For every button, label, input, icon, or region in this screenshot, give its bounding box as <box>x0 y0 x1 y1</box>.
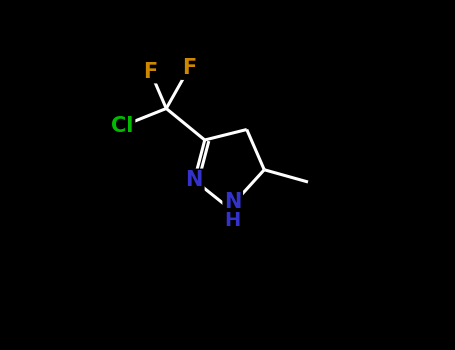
Text: F: F <box>143 62 157 82</box>
Text: N: N <box>224 192 242 212</box>
Text: N: N <box>186 170 203 190</box>
Text: F: F <box>182 58 196 78</box>
Text: H: H <box>225 211 241 230</box>
Text: Cl: Cl <box>111 116 134 136</box>
